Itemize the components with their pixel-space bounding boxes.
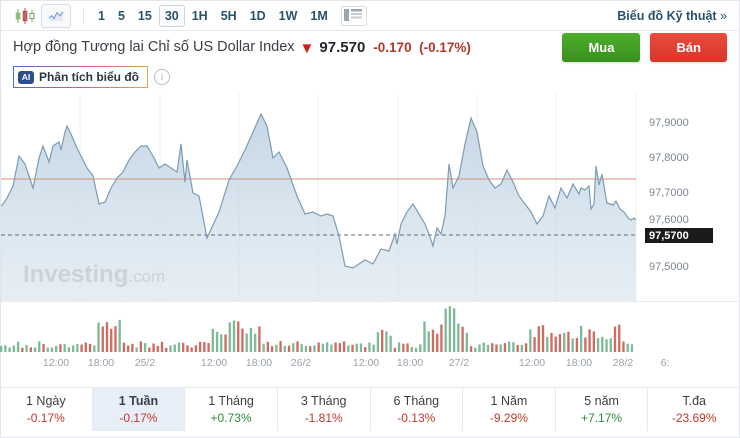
svg-text:97,8000: 97,8000 <box>649 152 689 164</box>
svg-text:97,7000: 97,7000 <box>649 187 689 199</box>
svg-text:97,9000: 97,9000 <box>649 117 689 129</box>
svg-text:97,6000: 97,6000 <box>649 214 689 226</box>
svg-text:97,5700: 97,5700 <box>649 230 689 242</box>
svg-text:97,5000: 97,5000 <box>649 261 689 273</box>
